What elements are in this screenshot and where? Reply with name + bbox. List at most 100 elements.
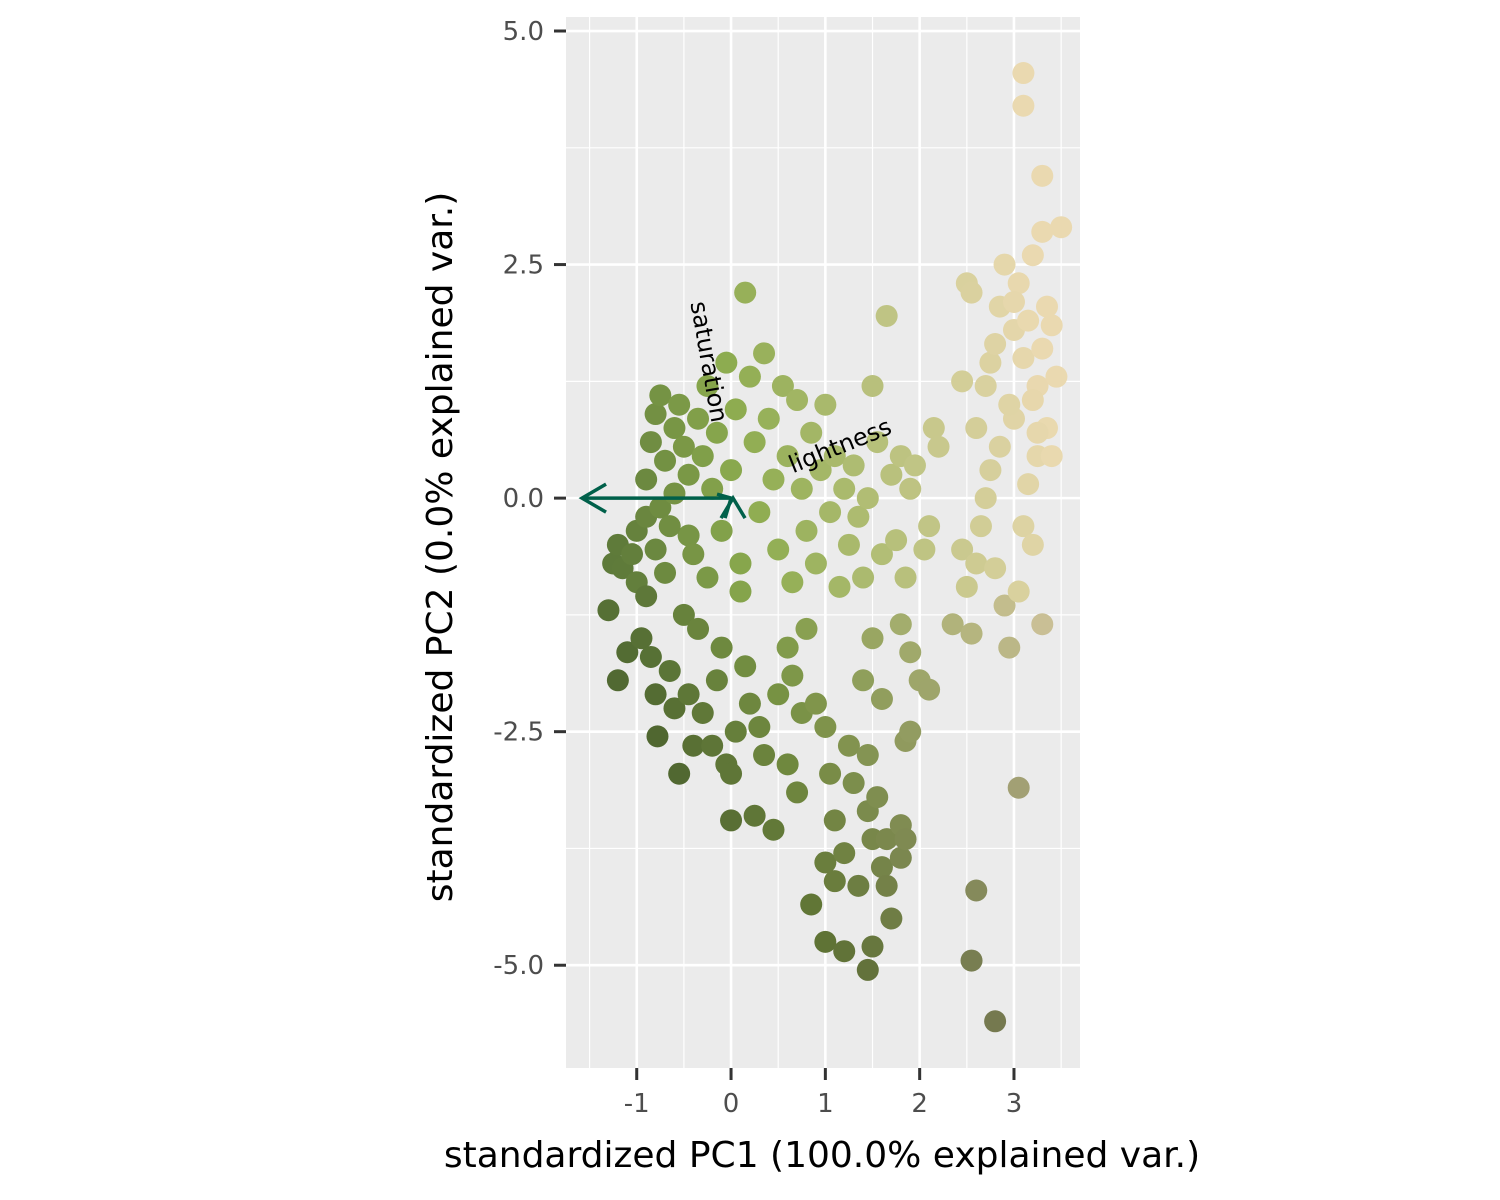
data-point (776, 445, 799, 468)
data-point (875, 304, 898, 327)
data-point (819, 501, 842, 524)
x-tick-label: 0 (723, 1089, 740, 1119)
data-point (762, 468, 785, 491)
data-point (1017, 473, 1040, 496)
data-point (875, 828, 898, 851)
data-point (804, 552, 827, 575)
data-point (1045, 365, 1068, 388)
data-point (852, 566, 875, 589)
data-point (748, 501, 771, 524)
data-points (597, 62, 1073, 1033)
data-point (668, 393, 691, 416)
data-point (635, 585, 658, 608)
data-point (672, 603, 695, 626)
data-point (771, 375, 794, 398)
data-point (1021, 389, 1044, 412)
data-point (960, 622, 983, 645)
data-point (823, 870, 846, 893)
data-point (781, 571, 804, 594)
data-point (965, 552, 988, 575)
data-point (1017, 309, 1040, 332)
data-point (861, 627, 884, 650)
y-tick-label: 0.0 (503, 484, 544, 514)
data-point (654, 561, 677, 584)
data-point (814, 930, 837, 953)
data-point (856, 487, 879, 510)
data-point (979, 351, 1002, 374)
data-point (894, 828, 917, 851)
data-point (955, 575, 978, 598)
data-point (837, 533, 860, 556)
data-point (833, 477, 856, 500)
data-point (856, 744, 879, 767)
data-point (668, 762, 691, 785)
data-point (998, 393, 1021, 416)
data-point (734, 281, 757, 304)
data-point (889, 613, 912, 636)
data-point (974, 375, 997, 398)
data-point (899, 641, 922, 664)
data-point (616, 641, 639, 664)
data-point (870, 856, 893, 879)
data-point (748, 716, 771, 739)
data-point (597, 599, 620, 622)
data-point (800, 421, 823, 444)
data-point (875, 874, 898, 897)
data-point (724, 398, 747, 421)
data-point (781, 664, 804, 687)
data-point (918, 515, 941, 538)
data-point (927, 435, 950, 458)
data-point (738, 692, 761, 715)
data-point (663, 697, 686, 720)
data-point (672, 435, 695, 458)
data-point (1040, 314, 1063, 337)
data-point (988, 435, 1011, 458)
data-point (687, 617, 710, 640)
y-tick-label: 2.5 (503, 251, 544, 281)
data-point (753, 744, 776, 767)
data-point (776, 753, 799, 776)
data-point (734, 655, 757, 678)
data-point (691, 445, 714, 468)
data-point (738, 365, 761, 388)
y-axis-title: standardized PC2 (0.0% explained var.) (420, 192, 461, 903)
data-point (696, 375, 719, 398)
data-point (880, 907, 903, 930)
x-axis-title: standardized PC1 (100.0% explained var.) (444, 1135, 1200, 1176)
data-point (710, 519, 733, 542)
data-point (720, 459, 743, 482)
data-point (786, 389, 809, 412)
data-point (1040, 445, 1063, 468)
loading-arrow-head (578, 482, 607, 514)
data-point (856, 958, 879, 981)
data-point (663, 417, 686, 440)
data-point (649, 384, 672, 407)
data-point (880, 463, 903, 486)
loading-arrow-head (719, 494, 747, 520)
data-point (814, 716, 837, 739)
data-point (639, 431, 662, 454)
data-point (852, 669, 875, 692)
data-point (984, 1010, 1007, 1033)
data-point (979, 459, 1002, 482)
data-point (974, 487, 997, 510)
data-point (795, 617, 818, 640)
data-point (1012, 62, 1035, 85)
data-point (922, 417, 945, 440)
data-point (644, 403, 667, 426)
x-tick-label: 3 (1006, 1089, 1023, 1119)
data-point (1021, 533, 1044, 556)
data-point (767, 538, 790, 561)
data-point (795, 519, 818, 542)
data-point (1007, 272, 1030, 295)
data-point (984, 557, 1007, 580)
data-point (1007, 580, 1030, 603)
x-tick-label: -1 (624, 1089, 650, 1119)
data-point (969, 515, 992, 538)
data-point (720, 809, 743, 832)
data-point (776, 636, 799, 659)
data-point (833, 842, 856, 865)
data-point (913, 538, 936, 561)
x-tick-label: 2 (911, 1089, 928, 1119)
data-point (918, 678, 941, 701)
